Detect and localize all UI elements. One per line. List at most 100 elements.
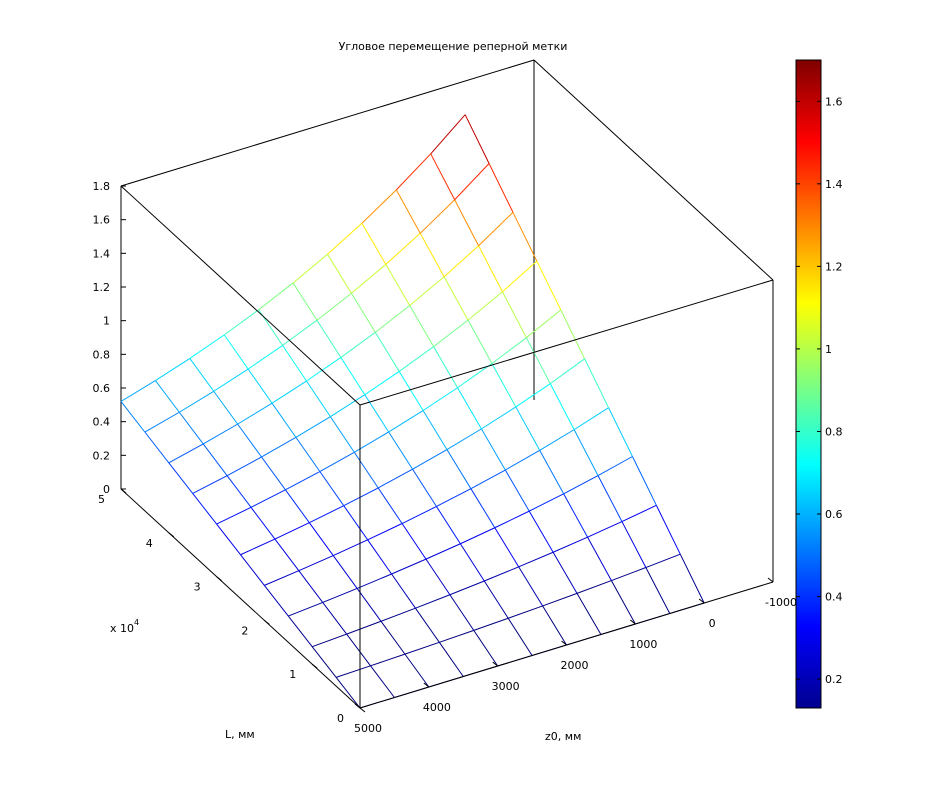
surface-line xyxy=(271,402,297,438)
surface-line xyxy=(264,570,300,586)
surface-line xyxy=(340,331,376,358)
surface-line xyxy=(285,471,321,491)
surface-line xyxy=(354,431,389,453)
surface-line xyxy=(292,282,318,321)
surface-line xyxy=(226,475,252,508)
x-tick-mark xyxy=(492,661,498,667)
surface-line xyxy=(449,580,485,596)
surface-line xyxy=(587,536,612,581)
surface-line xyxy=(467,319,493,364)
surface-line xyxy=(536,260,562,311)
surface-line xyxy=(515,383,551,408)
surface-line xyxy=(436,506,461,545)
surface-line xyxy=(433,319,469,348)
surface-line xyxy=(120,380,156,402)
surface-line xyxy=(155,357,191,381)
surface-line xyxy=(502,260,538,293)
x-tick-label: 0 xyxy=(709,617,716,630)
surface-line xyxy=(261,436,297,458)
surface-line xyxy=(528,493,564,512)
colorbar-tick-label: 0.4 xyxy=(825,591,843,604)
surface-line xyxy=(329,416,355,453)
surface-line xyxy=(436,488,472,507)
y-tick-mark xyxy=(216,576,222,581)
surface-line xyxy=(481,406,517,430)
surface-line xyxy=(491,363,517,408)
surface-line xyxy=(282,319,318,346)
surface-line xyxy=(645,553,681,568)
surface-line xyxy=(391,558,427,575)
x-axis-ticks: 5000 4000 3000 2000 1000 0 -1000 xyxy=(354,577,797,735)
x-tick-mark xyxy=(423,682,430,688)
surface-line xyxy=(223,309,259,336)
surface-line xyxy=(597,475,623,522)
z-tick-label: 0.8 xyxy=(93,348,111,361)
surface-line xyxy=(401,506,437,524)
surface-line xyxy=(295,416,331,438)
surface-line xyxy=(351,263,387,294)
z-tick-label: 1.6 xyxy=(93,214,111,227)
x-tick-mark xyxy=(630,619,636,625)
surface-line xyxy=(168,443,204,464)
surface-line xyxy=(454,199,479,246)
surface-line xyxy=(250,507,276,540)
surface-line xyxy=(374,305,411,333)
surface-line xyxy=(404,653,430,688)
surface-line xyxy=(237,423,262,458)
surface-line xyxy=(213,390,239,425)
surface-line xyxy=(438,642,464,677)
surface-line xyxy=(346,633,371,667)
surface-line xyxy=(367,539,392,575)
surface-line xyxy=(333,539,368,557)
surface-line xyxy=(425,543,461,560)
surface-line xyxy=(610,580,636,625)
surface-line xyxy=(343,487,379,507)
z-tick-label: 0 xyxy=(103,483,110,496)
surface-line xyxy=(494,527,520,568)
surface-line xyxy=(155,380,180,413)
surface-line xyxy=(288,601,323,617)
surface-line xyxy=(380,620,406,655)
y-tick-label: 2 xyxy=(241,624,248,637)
surface-line xyxy=(484,566,519,582)
surface-line xyxy=(632,456,657,506)
surface-line xyxy=(542,605,567,646)
surface-line xyxy=(306,357,342,382)
surface-line xyxy=(502,291,527,338)
surface-line xyxy=(298,570,324,603)
surface-line xyxy=(430,114,466,155)
surface-line xyxy=(443,276,469,321)
surface-line xyxy=(261,456,286,491)
surface-line xyxy=(518,566,544,607)
surface-line xyxy=(367,523,403,541)
surface-line xyxy=(316,319,342,358)
y-tick-label: 3 xyxy=(194,581,201,594)
x-tick-mark xyxy=(354,703,361,709)
axes-box-back xyxy=(120,59,774,582)
surface-line xyxy=(335,665,371,678)
surface-line xyxy=(549,383,575,430)
y-tick-label: 4 xyxy=(146,537,153,550)
surface-line xyxy=(504,469,530,512)
chart-title: Угловое перемещение реперной метки xyxy=(339,40,568,53)
surface-line xyxy=(470,469,506,490)
surface-line xyxy=(398,371,424,411)
surface-line xyxy=(576,593,602,635)
surface-line xyxy=(350,293,376,333)
surface-line xyxy=(237,402,273,425)
surface-line xyxy=(330,394,366,418)
surface-line xyxy=(518,551,554,568)
x-tick-mark xyxy=(561,640,567,646)
surface-line xyxy=(576,580,612,594)
surface-line xyxy=(507,617,533,656)
x-tick-label: 3000 xyxy=(492,680,520,693)
surface-line xyxy=(491,337,527,364)
surface-line xyxy=(327,253,352,294)
surface-line xyxy=(525,337,551,384)
colorbar-tick-label: 0.6 xyxy=(825,508,843,521)
surface-line xyxy=(464,114,490,164)
surface-line xyxy=(412,449,448,470)
y-tick-mark xyxy=(311,663,318,669)
surface-line xyxy=(282,345,307,382)
